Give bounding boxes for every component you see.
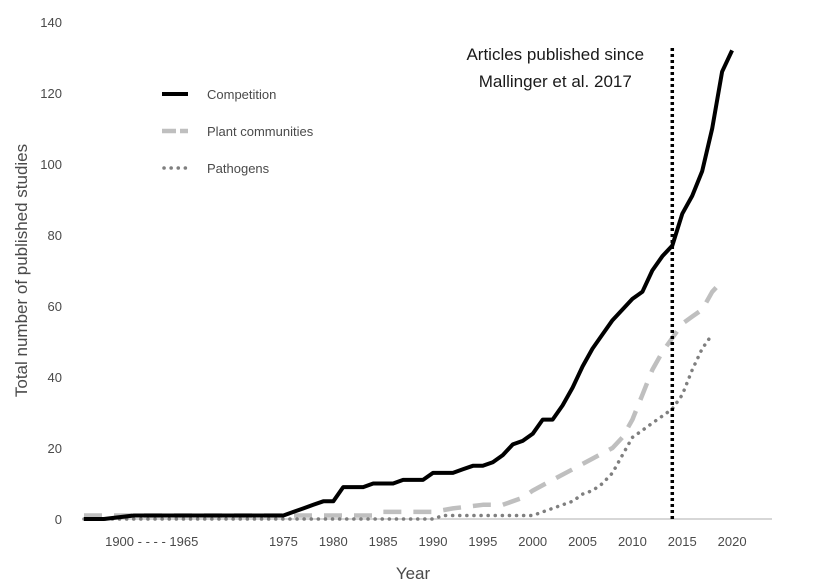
x-axis-title: Year [396, 564, 431, 583]
axes: 0 20 40 60 80 100 120 140 1900 - - - - 1965 1975 1… [40, 15, 772, 549]
series-line-competition [84, 49, 734, 521]
y-tick-label: 20 [48, 441, 62, 456]
annotation-text: Articles published since [466, 45, 644, 64]
y-tick-label: 40 [48, 370, 62, 385]
x-tick-label: 2000 [518, 534, 547, 549]
series-lines [82, 49, 734, 521]
y-tick-label: 60 [48, 299, 62, 314]
x-tick-label: 1900 - - - - 1965 [105, 534, 198, 549]
legend-label: Pathogens [207, 161, 270, 176]
annotations: Articles published since Mallinger et al.… [466, 45, 675, 519]
x-tick-label: 2010 [618, 534, 647, 549]
x-tick-label: 1995 [468, 534, 497, 549]
x-tick-label: 2020 [718, 534, 747, 549]
annotation-text: Mallinger et al. 2017 [479, 72, 632, 91]
y-tick-label: 0 [55, 512, 62, 527]
x-tick-label: 1985 [369, 534, 398, 549]
x-tick-label: 1990 [419, 534, 448, 549]
x-tick-label: 1975 [269, 534, 298, 549]
x-tick-label: 2015 [668, 534, 697, 549]
series-line-pathogens [82, 332, 714, 521]
axis-titles: Year Total number of published studies [12, 144, 431, 583]
series-line-plant-communities [84, 279, 724, 518]
y-tick-label: 120 [40, 86, 62, 101]
y-tick-label: 100 [40, 157, 62, 172]
legend-label: Plant communities [207, 124, 314, 139]
x-tick-label: 2005 [568, 534, 597, 549]
x-tick-label: 1980 [319, 534, 348, 549]
y-tick-label: 140 [40, 15, 62, 30]
legend: Competition Plant communities Pathogens [162, 87, 314, 176]
legend-label: Competition [207, 87, 276, 102]
y-axis-title: Total number of published studies [12, 144, 31, 397]
y-tick-label: 80 [48, 228, 62, 243]
